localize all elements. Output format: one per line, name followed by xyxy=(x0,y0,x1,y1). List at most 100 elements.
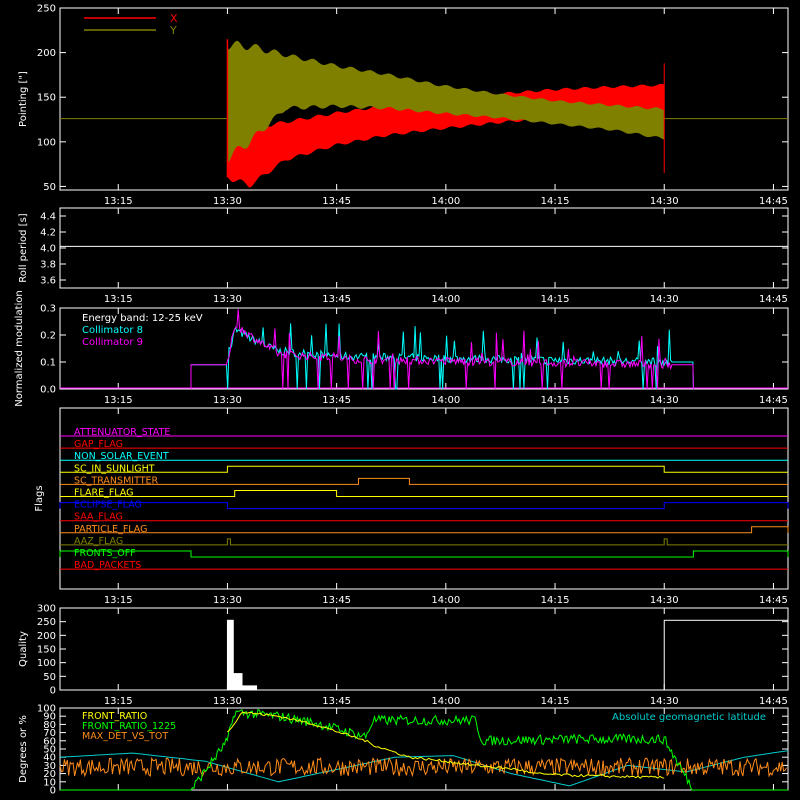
modulation-x-tick-label: 13:30 xyxy=(213,395,242,406)
flag-line-sc-transmitter xyxy=(60,477,788,485)
pointing-frame xyxy=(59,7,789,191)
roll-period-x-tick-label: 13:15 xyxy=(104,294,133,305)
front-ratios-y-tick-label: 40 xyxy=(43,753,56,764)
flag-line-sc-in-sunlight xyxy=(60,465,788,473)
pointing-x-tick-label: 14:15 xyxy=(541,196,570,207)
roll-period-x-tick-label: 14:45 xyxy=(759,294,788,305)
flag-label-sc-in-sunlight: SC_IN_SUNLIGHT xyxy=(74,463,155,474)
modulation-frame xyxy=(59,307,789,390)
modulation-x-tick-label: 14:00 xyxy=(431,395,460,406)
pointing-y-tick-label: 100 xyxy=(37,137,56,148)
legend-label-collimator-8: Collimator 8 xyxy=(82,325,143,336)
quality-bar xyxy=(232,673,243,691)
quality-x-tick-label: 14:45 xyxy=(759,696,788,707)
flag-label-attenuator-state: ATTENUATOR_STATE xyxy=(74,427,170,438)
quality-y-tick-label: 300 xyxy=(37,604,56,615)
pointing-x-tick-label: 13:15 xyxy=(104,196,133,207)
modulation-x-tick-label: 13:45 xyxy=(322,395,351,406)
quality-y-tick-label: 100 xyxy=(37,658,56,669)
series-front-ratio-1225 xyxy=(60,708,788,791)
front-ratios-y-tick-label: 50 xyxy=(43,745,56,756)
pointing-y-tick-label: 250 xyxy=(37,4,56,15)
legend-label-x: X xyxy=(170,12,178,25)
front-ratios-y-tick-label: 70 xyxy=(43,728,56,739)
quality-x-tick-label: 14:30 xyxy=(650,696,679,707)
front-ratios-y-tick-label: 90 xyxy=(43,712,56,723)
quality-y-tick-label: 50 xyxy=(43,672,56,683)
flag-label-saa-flag: SAA_FLAG xyxy=(74,512,123,523)
pointing-x-tick-label: 14:45 xyxy=(759,196,788,207)
roll-period-y-tick-label: 3.6 xyxy=(40,276,56,287)
flag-label-particle-flag: PARTICLE_FLAG xyxy=(74,524,147,535)
pointing-panel xyxy=(59,7,789,191)
pointing-series-y xyxy=(227,40,665,163)
pointing-y-tick-label: 150 xyxy=(37,93,56,104)
front-ratios-y-tick-label: 100 xyxy=(37,704,56,715)
roll-period-panel xyxy=(59,207,789,289)
flags-y-axis-label: Flags xyxy=(34,485,45,511)
roll-period-x-tick-label: 13:30 xyxy=(213,294,242,305)
front-ratios-y-axis-label: Degrees or % xyxy=(18,715,29,783)
quality-y-tick-label: 250 xyxy=(37,617,56,628)
quality-x-tick-label: 14:00 xyxy=(431,696,460,707)
pointing-x-tick-label: 13:45 xyxy=(322,196,351,207)
roll-period-y-tick-label: 4.2 xyxy=(40,228,56,239)
front-ratios-y-tick-label: 0 xyxy=(50,786,56,797)
pointing-y-tick-label: 200 xyxy=(37,48,56,59)
quality-y-tick-label: 150 xyxy=(37,645,56,656)
flag-line-flare-flag xyxy=(60,490,788,497)
quality-x-tick-label: 13:30 xyxy=(213,696,242,707)
series-max-det-vs-tot xyxy=(59,756,787,778)
front-ratios-y-tick-label: 30 xyxy=(43,761,56,772)
flag-line-eclipse-flag xyxy=(59,502,789,510)
flags-x-tick-label: 13:30 xyxy=(213,595,242,606)
flag-label-gap-flag: GAP_FLAG xyxy=(74,439,123,450)
roll-period-frame xyxy=(59,207,789,289)
front-ratios-y-tick-label: 80 xyxy=(43,720,56,731)
flags-x-tick-label: 14:00 xyxy=(431,595,460,606)
flag-label-aaz-flag: AAZ_FLAG xyxy=(74,536,123,547)
front-ratios-y-tick-label: 10 xyxy=(43,777,56,788)
quality-x-tick-label: 13:15 xyxy=(104,696,133,707)
quality-x-tick-label: 13:45 xyxy=(322,696,351,707)
modulation-series-collimator-8 xyxy=(190,323,694,390)
roll-period-x-tick-label: 14:00 xyxy=(431,294,460,305)
quality-y-tick-label: 200 xyxy=(37,631,56,642)
modulation-y-axis-label: Normalized modulation xyxy=(14,290,25,407)
roll-period-x-tick-label: 13:45 xyxy=(322,294,351,305)
roll-period-y-tick-label: 3.8 xyxy=(40,260,56,271)
flag-label-eclipse-flag: ECLIPSE_FLAG xyxy=(74,500,142,511)
quality-y-tick-label: 0 xyxy=(50,686,56,697)
modulation-series-collimator-9 xyxy=(190,309,694,390)
pointing-y-tick-label: 50 xyxy=(43,182,56,193)
flag-label-sc-transmitter: SC_TRANSMITTER xyxy=(74,475,159,486)
roll-period-x-tick-label: 14:30 xyxy=(650,294,679,305)
quality-bar xyxy=(663,619,789,691)
modulation-y-tick-label: 0.1 xyxy=(40,358,56,369)
quality-y-axis-label: Quality xyxy=(18,631,29,667)
front-ratios-y-tick-label: 20 xyxy=(43,769,56,780)
modulation-x-tick-label: 13:15 xyxy=(104,395,133,406)
flags-panel xyxy=(59,407,789,590)
pointing-x-tick-label: 14:00 xyxy=(431,196,460,207)
modulation-y-tick-label: 0.3 xyxy=(40,304,56,315)
quality-x-tick-label: 14:15 xyxy=(541,696,570,707)
modulation-y-tick-label: 0.0 xyxy=(40,385,56,396)
pointing-y-axis-label: Pointing ["] xyxy=(18,71,29,127)
pointing-x-tick-label: 13:30 xyxy=(213,196,242,207)
front-ratios-y-tick-label: 60 xyxy=(43,736,56,747)
flags-x-tick-label: 13:45 xyxy=(322,595,351,606)
legend-label-y: Y xyxy=(169,24,177,37)
legend-label-collimator-9: Collimator 9 xyxy=(82,337,143,348)
modulation-x-tick-label: 14:45 xyxy=(759,395,788,406)
legend-label-front-ratio: FRONT_RATIO xyxy=(82,711,147,722)
quality-bar xyxy=(241,685,258,691)
quality-bar xyxy=(226,619,234,691)
roll-period-x-tick-label: 14:15 xyxy=(541,294,570,305)
legend-label-front-ratio-1225: FRONT_RATIO_1225 xyxy=(82,721,176,732)
flag-label-bad-packets: BAD_PACKETS xyxy=(74,560,141,571)
flags-x-tick-label: 13:15 xyxy=(104,595,133,606)
roll-period-y-tick-label: 4.0 xyxy=(40,244,56,255)
modulation-y-tick-label: 0.2 xyxy=(40,331,56,342)
